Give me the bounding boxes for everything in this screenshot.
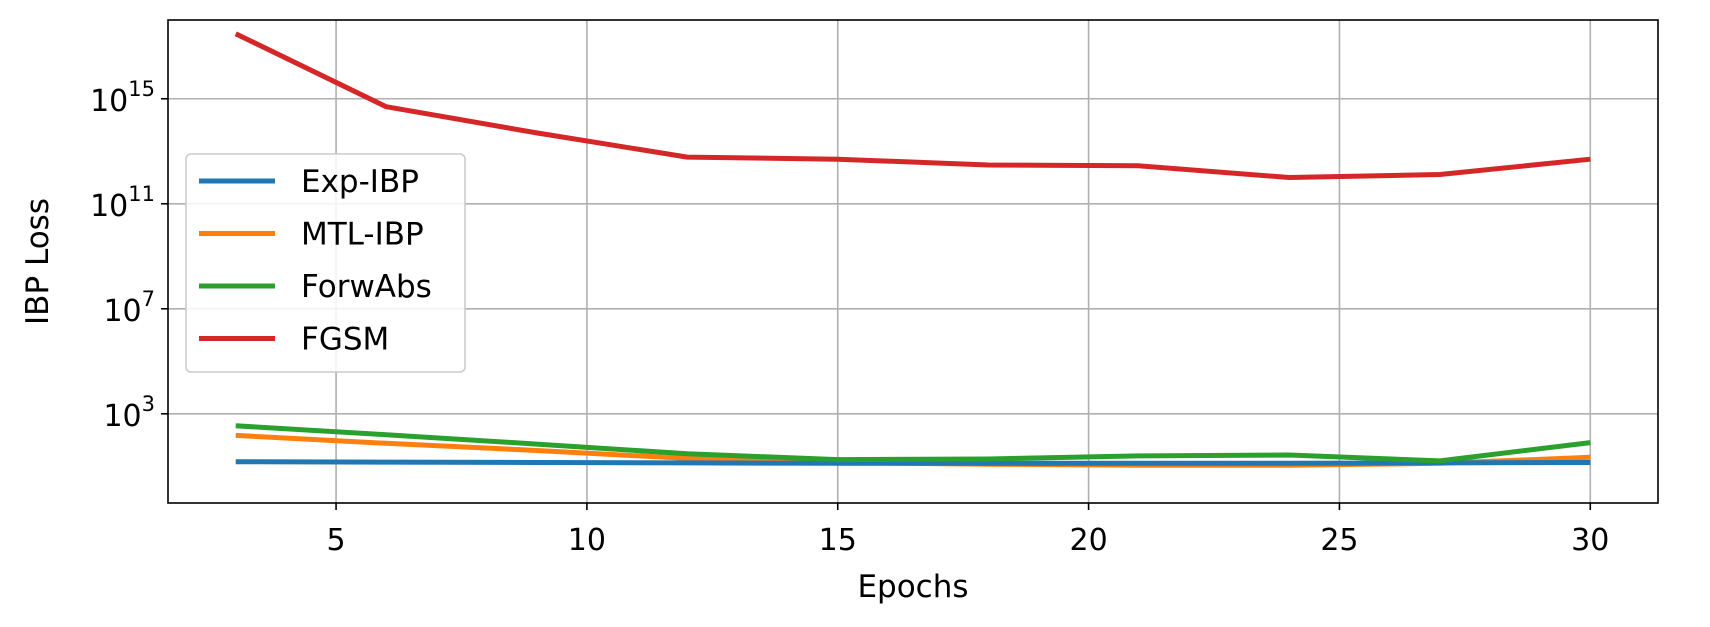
- plot-frame: [167, 19, 1659, 504]
- y-tick-exponent: 15: [128, 77, 155, 101]
- x-axis-label: Epochs: [857, 569, 968, 605]
- legend-label: FGSM: [301, 322, 389, 358]
- series-line-exp-ibp: [235, 459, 1591, 466]
- y-tick-exponent: 11: [128, 182, 155, 206]
- y-tick-label: 107: [103, 287, 155, 329]
- y-tick-label: 103: [103, 392, 155, 434]
- data-series: [234, 31, 1591, 468]
- y-tick-exponent: 7: [142, 287, 155, 311]
- x-tick-label: 10: [568, 523, 606, 558]
- y-axis-label: IBP Loss: [20, 198, 56, 325]
- y-tick-base: 10: [103, 294, 141, 329]
- x-tick-label: 15: [819, 523, 857, 558]
- y-tick-label: 1011: [90, 182, 155, 224]
- legend: Exp-IBP MTL-IBP ForwAbs FGSM: [185, 153, 466, 373]
- legend-label: Exp-IBP: [301, 164, 419, 200]
- y-tick-base: 10: [103, 399, 141, 434]
- x-axis-ticks: 5 10 15 20 25 30: [327, 503, 1609, 558]
- legend-label: MTL-IBP: [301, 217, 424, 253]
- x-tick-label: 5: [327, 523, 346, 558]
- y-tick-exponent: 3: [142, 392, 155, 416]
- series-line-forwabs: [235, 423, 1591, 464]
- y-tick-base: 10: [90, 189, 128, 224]
- series-line-fgsm: [234, 31, 1591, 180]
- legend-label: ForwAbs: [301, 269, 432, 305]
- y-tick-label: 1015: [90, 77, 155, 119]
- legend-frame: [185, 153, 466, 373]
- x-tick-label: 20: [1069, 523, 1107, 558]
- y-tick-base: 10: [90, 84, 128, 119]
- x-tick-label: 25: [1320, 523, 1358, 558]
- x-tick-label: 30: [1571, 523, 1609, 558]
